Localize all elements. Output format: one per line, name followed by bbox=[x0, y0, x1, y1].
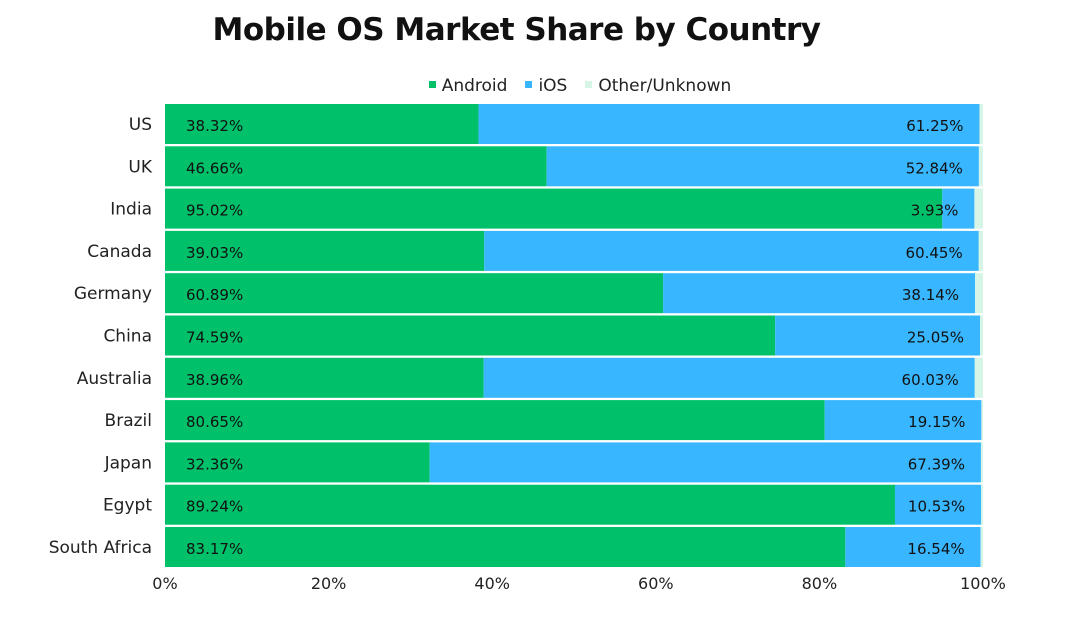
category-label-australia: Australia bbox=[77, 369, 152, 389]
category-label-canada: Canada bbox=[87, 242, 152, 262]
bar-other-unknown-canada bbox=[978, 230, 983, 271]
category-label-japan: Japan bbox=[104, 453, 152, 473]
data-label-ios-china: 25.05% bbox=[907, 329, 964, 347]
legend-swatch bbox=[585, 80, 593, 88]
x-tick-label: 60% bbox=[638, 574, 674, 593]
data-label-android-india: 95.02% bbox=[186, 202, 243, 220]
bar-other-unknown-china bbox=[980, 315, 983, 356]
bar-ios-china bbox=[775, 315, 981, 356]
data-label-android-canada: 39.03% bbox=[186, 244, 243, 262]
data-label-ios-brazil: 19.15% bbox=[908, 413, 965, 431]
legend-item-android: Android bbox=[428, 76, 508, 96]
x-tick-label: 20% bbox=[311, 574, 347, 593]
category-label-germany: Germany bbox=[74, 284, 152, 304]
data-label-ios-japan: 67.39% bbox=[908, 455, 965, 473]
bar-android-brazil bbox=[165, 400, 825, 441]
bar-ios-brazil bbox=[824, 400, 982, 441]
bar-other-unknown-south-africa bbox=[980, 527, 983, 567]
x-tick-label: 100% bbox=[960, 574, 1006, 593]
data-label-android-germany: 60.89% bbox=[186, 286, 243, 304]
data-label-ios-uk: 52.84% bbox=[906, 159, 963, 177]
bar-ios-japan bbox=[429, 442, 981, 483]
bar-other-unknown-brazil bbox=[981, 400, 983, 441]
bar-other-unknown-uk bbox=[978, 146, 983, 187]
bar-other-unknown-india bbox=[974, 188, 983, 229]
legend-label: iOS bbox=[538, 76, 568, 96]
data-label-android-australia: 38.96% bbox=[186, 371, 243, 389]
data-label-ios-germany: 38.14% bbox=[902, 286, 959, 304]
bar-android-india bbox=[165, 188, 943, 229]
bar-android-us bbox=[165, 104, 479, 144]
bar-other-unknown-egypt bbox=[981, 484, 983, 525]
legend: Android iOS Other/Unknown bbox=[0, 76, 1069, 96]
x-tick-label: 40% bbox=[474, 574, 510, 593]
legend-label: Android bbox=[441, 76, 508, 96]
bar-ios-canada bbox=[484, 230, 979, 271]
legend-swatch bbox=[525, 80, 533, 88]
data-label-ios-egypt: 10.53% bbox=[908, 498, 965, 516]
x-tick-label: 0% bbox=[152, 574, 177, 593]
bar-android-japan bbox=[165, 442, 430, 483]
data-label-ios-canada: 60.45% bbox=[906, 244, 963, 262]
legend-item-ios: iOS bbox=[525, 76, 567, 96]
bar-ios-australia bbox=[483, 357, 975, 398]
chart-title: Mobile OS Market Share by Country bbox=[212, 12, 821, 48]
category-label-uk: UK bbox=[128, 157, 152, 177]
bar-other-unknown-us bbox=[979, 104, 983, 144]
bar-other-unknown-australia bbox=[974, 357, 983, 398]
data-label-android-china: 74.59% bbox=[186, 329, 243, 347]
legend-label: Other/Unknown bbox=[598, 76, 732, 96]
category-label-south-africa: South Africa bbox=[49, 538, 152, 558]
bar-android-china bbox=[165, 315, 776, 356]
data-label-android-us: 38.32% bbox=[186, 117, 243, 135]
bar-ios-india bbox=[942, 188, 975, 229]
bar-android-south-africa bbox=[165, 527, 846, 567]
data-label-android-japan: 32.36% bbox=[186, 455, 243, 473]
bar-android-canada bbox=[165, 230, 485, 271]
data-label-ios-india: 3.93% bbox=[911, 202, 959, 220]
data-label-android-brazil: 80.65% bbox=[186, 413, 243, 431]
category-label-brazil: Brazil bbox=[105, 411, 152, 431]
data-label-android-south-africa: 83.17% bbox=[186, 540, 243, 558]
category-label-china: China bbox=[103, 327, 152, 347]
category-label-india: India bbox=[110, 200, 152, 220]
bar-android-uk bbox=[165, 146, 547, 187]
category-label-egypt: Egypt bbox=[103, 496, 152, 516]
bar-ios-egypt bbox=[894, 484, 982, 525]
bar-android-egypt bbox=[165, 484, 895, 525]
data-label-ios-us: 61.25% bbox=[906, 117, 963, 135]
bar-ios-germany bbox=[663, 273, 976, 314]
data-label-ios-south-africa: 16.54% bbox=[907, 540, 964, 558]
category-label-us: US bbox=[129, 115, 152, 135]
data-label-android-egypt: 89.24% bbox=[186, 498, 243, 516]
legend-item-other-unknown: Other/Unknown bbox=[585, 76, 731, 96]
bar-other-unknown-germany bbox=[975, 273, 983, 314]
bar-ios-us bbox=[478, 104, 980, 144]
data-label-android-uk: 46.66% bbox=[186, 159, 243, 177]
legend-swatch bbox=[428, 80, 436, 88]
bar-ios-uk bbox=[546, 146, 979, 187]
bar-android-germany bbox=[165, 273, 664, 314]
bar-ios-south-africa bbox=[845, 527, 981, 567]
bar-android-australia bbox=[165, 357, 484, 398]
data-label-ios-australia: 60.03% bbox=[902, 371, 959, 389]
x-tick-label: 80% bbox=[802, 574, 838, 593]
bar-other-unknown-japan bbox=[980, 442, 983, 483]
